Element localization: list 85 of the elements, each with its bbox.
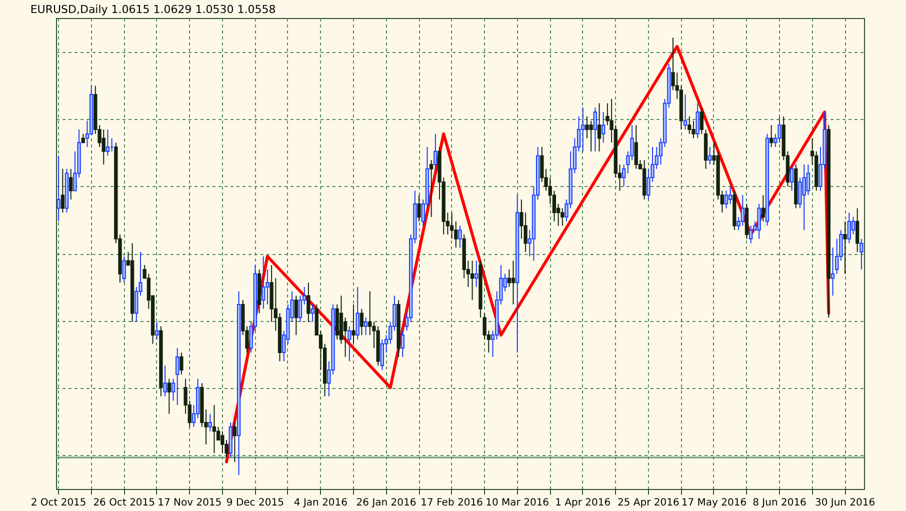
candlestick (806, 164, 810, 196)
candlestick (830, 247, 835, 296)
candlestick (216, 426, 220, 441)
candlestick (167, 378, 171, 414)
candlestick (212, 404, 216, 454)
candlestick (860, 238, 864, 270)
candlestick (585, 116, 589, 139)
candlestick (593, 107, 598, 152)
candlestick (294, 295, 298, 336)
candlestick (790, 164, 794, 192)
candlestick (417, 194, 421, 222)
candlestick (155, 321, 159, 340)
x-tick-label: 26 Oct 2015 (93, 498, 156, 508)
candlestick (60, 168, 64, 214)
candlestick (368, 290, 372, 336)
x-tick-label: 10 Mar 2016 (486, 498, 550, 508)
candlestick (802, 164, 806, 231)
candlestick (507, 268, 511, 288)
candlestick (602, 112, 606, 144)
candlestick (552, 190, 556, 222)
candlestick (434, 133, 438, 174)
candlestick (348, 326, 352, 362)
candlestick (847, 212, 851, 244)
candlestick (102, 129, 106, 166)
candlestick (400, 330, 404, 358)
x-tick-label: 1 Apr 2016 (555, 498, 611, 508)
candlestick (597, 102, 602, 152)
candlestick (356, 286, 360, 340)
candlestick (769, 124, 774, 148)
candlestick (180, 352, 184, 375)
candlestick (352, 304, 356, 344)
candlestick (306, 282, 310, 322)
candlestick (683, 94, 688, 130)
x-tick-label: 30 Jun 2016 (814, 498, 876, 508)
candlestick (208, 413, 212, 432)
candlestick (470, 260, 474, 301)
candlestick (581, 107, 585, 152)
x-tick-label: 17 May 2016 (681, 498, 747, 508)
candlestick (474, 260, 478, 288)
x-tick-label: 8 Jun 2016 (752, 498, 806, 508)
candlestick (708, 146, 712, 166)
candlestick (450, 212, 454, 240)
candlestick (560, 208, 564, 226)
candlestick (122, 256, 126, 284)
candlestick (429, 160, 434, 218)
candlestick (700, 107, 704, 134)
x-tick-label: 17 Feb 2016 (420, 498, 483, 508)
candlestick (696, 102, 700, 139)
candlestick (106, 129, 110, 156)
candlestick (692, 120, 696, 139)
candlestick (511, 260, 516, 305)
candlestick (56, 155, 60, 222)
candlestick (262, 256, 266, 310)
candlestick (724, 190, 728, 209)
candlestick (856, 208, 860, 252)
chart-title: EURUSD,Daily 1.0615 1.0629 1.0530 1.0558 (30, 3, 276, 16)
candlestick (589, 120, 593, 152)
candlestick (163, 365, 167, 397)
candlestick (360, 308, 364, 336)
candlestick (728, 186, 732, 204)
candlestick (298, 295, 302, 322)
candlestick (232, 422, 237, 462)
candlestick (176, 348, 180, 406)
candlestick (364, 317, 368, 336)
candlestick (778, 116, 782, 144)
x-tick-label: 25 Apr 2016 (618, 498, 680, 508)
candlestick (749, 225, 753, 244)
candlestick (220, 430, 224, 454)
x-tick-label: 17 Nov 2015 (158, 498, 222, 508)
candlestick (843, 220, 847, 274)
x-tick-label: 9 Dec 2015 (226, 498, 284, 508)
x-tick-label: 2 Oct 2015 (30, 498, 86, 508)
candlestick (757, 203, 761, 240)
candlestick (740, 194, 744, 226)
x-tick-label: 4 Jan 2016 (294, 498, 348, 508)
candlestick (69, 168, 73, 200)
candlestick (761, 194, 765, 222)
candlestick (171, 378, 176, 402)
candlestick (310, 304, 314, 322)
candlestick (380, 338, 384, 371)
candlestick (134, 286, 138, 322)
x-tick-label: 26 Jan 2016 (356, 498, 416, 508)
candlestick (458, 225, 462, 248)
candlestick (688, 116, 692, 134)
candlestick (634, 124, 638, 170)
